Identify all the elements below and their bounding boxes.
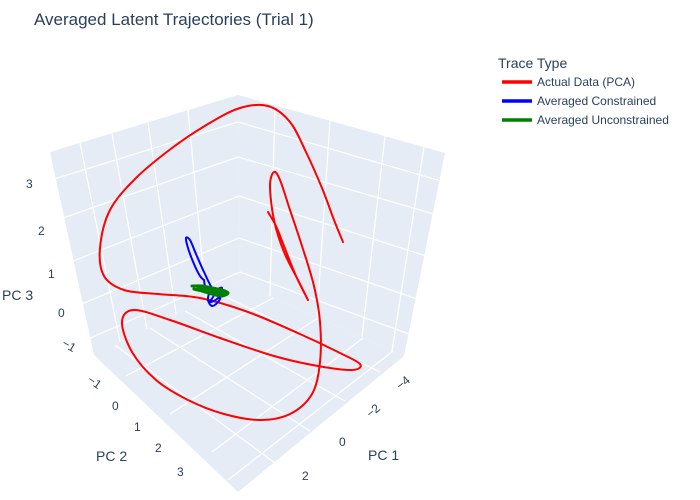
grid-line xyxy=(85,271,241,341)
z-axis: 3 2 1 0 −1 PC 3 xyxy=(2,177,79,355)
grid-line xyxy=(59,156,239,220)
x-axis-title: PC 1 xyxy=(368,447,399,463)
floor-pane xyxy=(94,283,404,492)
y-tick-label: −1 xyxy=(85,372,105,392)
grid-line xyxy=(211,337,364,453)
z-tick-label: 2 xyxy=(38,224,45,238)
legend-label: Averaged Unconstrained xyxy=(537,113,669,127)
grid-line xyxy=(227,350,394,481)
grid-line xyxy=(149,327,311,432)
z-tick-label: 3 xyxy=(26,177,33,191)
grid-line xyxy=(67,195,240,264)
legend-label: Actual Data (PCA) xyxy=(537,75,635,89)
x-tick-label: 0 xyxy=(339,435,346,449)
series-line-averaged-unconstrained xyxy=(190,284,230,298)
y-axis-title: PC 2 xyxy=(96,448,127,464)
series-line-averaged-constrained xyxy=(184,236,224,308)
legend-label: Averaged Constrained xyxy=(537,94,656,108)
grid-line xyxy=(391,146,425,352)
series-layer xyxy=(98,103,362,421)
grid-line xyxy=(316,119,331,318)
series-line-actual-data-pca xyxy=(98,103,362,421)
x-tick-label: −4 xyxy=(393,373,413,393)
grid-line xyxy=(269,104,276,297)
chart-title: Averaged Latent Trajectories (Trial 1) xyxy=(34,10,314,29)
z-tick-label: −1 xyxy=(60,336,79,355)
grid-line xyxy=(239,271,410,335)
grid-line xyxy=(361,135,386,338)
grid-line xyxy=(237,156,435,215)
x-tick-label: −2 xyxy=(363,401,383,421)
legend-item-actual-data[interactable]: Actual Data (PCA) xyxy=(502,75,635,89)
y-tick-label: 3 xyxy=(177,465,184,479)
x-tick-label: 2 xyxy=(302,469,309,483)
grid-line xyxy=(53,121,239,180)
z-axis-title: PC 3 xyxy=(2,287,33,303)
grid-line xyxy=(237,121,442,182)
y-tick-label: 0 xyxy=(112,399,119,413)
scene-panes xyxy=(50,95,445,492)
grid-line xyxy=(238,195,427,257)
y-tick-label: 1 xyxy=(134,420,141,434)
legend-item-averaged-unconstrained[interactable]: Averaged Unconstrained xyxy=(502,113,669,127)
z-tick-label: 0 xyxy=(58,306,65,320)
grid-line xyxy=(169,317,319,415)
y-tick-label: 2 xyxy=(155,441,162,455)
legend-item-averaged-constrained[interactable]: Averaged Constrained xyxy=(502,94,656,108)
legend-title: Trace Type xyxy=(498,55,567,71)
grid-line xyxy=(238,237,418,300)
grid-line xyxy=(76,237,240,307)
legend: Trace Type Actual Data (PCA) Averaged Co… xyxy=(498,55,669,127)
grid-line xyxy=(111,133,148,330)
grid-line xyxy=(147,122,177,315)
z-tick-label: 1 xyxy=(48,267,55,281)
grid-line xyxy=(125,297,274,377)
grid-line xyxy=(184,310,346,402)
